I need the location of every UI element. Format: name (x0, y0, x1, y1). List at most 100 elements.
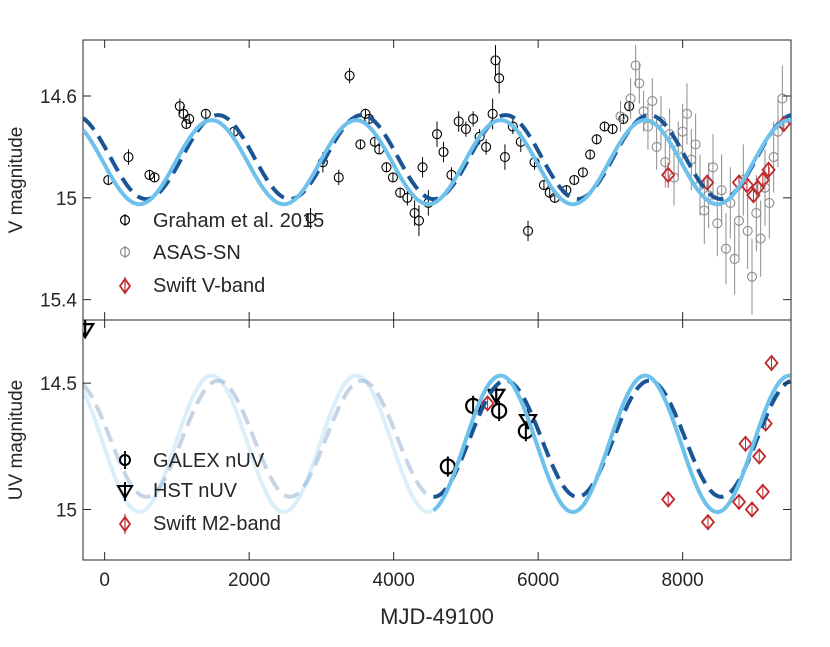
graham-et-al-2015-point (490, 55, 501, 66)
x-tick-label: 8000 (661, 570, 703, 591)
top-plot-area (82, 39, 792, 321)
graham-et-al-2015-point (624, 101, 635, 112)
swift-m2-band-point (731, 493, 747, 511)
top-clipped-group (83, 45, 791, 315)
graham-et-al-2015-point (305, 213, 316, 224)
asas-sn-point (625, 93, 636, 104)
asas-sn-point (764, 197, 775, 208)
graham-et-al-2015-point (468, 113, 479, 124)
asas-sn-point (777, 93, 788, 104)
asas-sn-point (720, 243, 732, 254)
swift-m2-band-point (752, 448, 767, 465)
swift-m2-band-point (764, 354, 779, 372)
top-ytick-label: 14.6 (40, 87, 77, 108)
graham-et-al-2015-point (569, 174, 580, 186)
graham-et-al-2015-point (577, 167, 588, 178)
legend-label-asassn: ASAS-SN (153, 242, 241, 264)
graham-et-al-2015-point (431, 129, 443, 140)
graham-et-al-2015-point (387, 172, 398, 183)
asas-sn-point (729, 253, 740, 264)
hst-nuv-point (83, 323, 96, 340)
hst-nuv-point (486, 388, 507, 405)
galex-nuv-point (491, 402, 508, 420)
asas-sn-point (655, 116, 667, 127)
bottom-panel: 14.5 15 0 2000 4000 6000 8000 UV magnitude MJD… (6, 319, 792, 629)
graham-et-al-2015-point (585, 149, 596, 160)
legend-label-swift-v: Swift V-band (153, 275, 265, 297)
legend-marker-galex (119, 451, 131, 469)
graham-et-al-2015-point (381, 162, 392, 173)
top-plot-content (83, 45, 791, 315)
graham-et-al-2015-point (413, 215, 424, 226)
legend-label-swift-m2: Swift M2-band (153, 513, 281, 535)
graham-et-al-2015-point (395, 187, 406, 198)
legend-marker-swift-m2 (118, 514, 132, 534)
bottom-model-solid (432, 373, 791, 514)
asas-sn-point (615, 111, 626, 122)
legend-label-galex: GALEX nUV (153, 450, 265, 472)
x-tick-label: 4000 (373, 570, 415, 591)
bottom-series-swift-m2-band (480, 354, 779, 531)
asas-sn-point (716, 185, 727, 196)
graham-et-al-2015-point (494, 73, 505, 84)
bottom-plot-content (83, 320, 791, 531)
graham-et-al-2015-point (200, 108, 211, 119)
graham-et-al-2015-point (618, 113, 629, 124)
top-ytick-label: 15 (56, 189, 77, 210)
legend-marker-hst (116, 482, 134, 501)
bottom-plot-area (82, 319, 792, 561)
asas-sn-point (690, 139, 701, 150)
x-axis-title: MJD-49100 (380, 604, 494, 629)
asas-sn-point (746, 271, 758, 282)
legend-marker-asassn (119, 246, 131, 258)
top-y-axis-title: V magnitude (6, 127, 27, 234)
graham-et-al-2015-point (149, 172, 160, 183)
bottom-model-solid-faded (83, 373, 434, 515)
swift-v-band-point (660, 166, 676, 184)
asas-sn-point (733, 215, 745, 226)
legend-marker-swift-v (118, 277, 132, 295)
swift-v-band-point (755, 171, 771, 189)
bottom-model-dashed-faded (83, 378, 434, 499)
asas-sn-point (634, 78, 645, 89)
graham-et-al-2015-point (607, 124, 618, 135)
graham-et-al-2015-point (460, 124, 471, 135)
graham-et-al-2015-point (181, 118, 192, 130)
bottom-model-dashed (433, 378, 791, 499)
top-y-axis: 14.6 15 15.4 (40, 40, 791, 320)
graham-et-al-2015-point (499, 152, 510, 163)
x-tick-label: 6000 (517, 570, 559, 591)
top-legend: Graham et al. 2015 ASAS-SN Swift V-band (118, 210, 324, 297)
graham-et-al-2015-point (178, 108, 189, 119)
legend-marker-graham (119, 214, 131, 226)
graham-et-al-2015-point (453, 116, 464, 127)
swift-m2-band-point (660, 490, 676, 508)
swift-m2-band-point (480, 394, 495, 412)
graham-et-al-2015-point (522, 225, 534, 236)
asas-sn-point (630, 60, 641, 71)
graham-et-al-2015-point (184, 113, 195, 124)
bottom-axes: 14.5 15 0 2000 4000 6000 8000 (40, 320, 791, 591)
graham-et-al-2015-point (333, 172, 344, 183)
bottom-legend: GALEX nUV HST nUV Swift M2-band (116, 450, 281, 535)
top-panel: 14.6 15 15.4 V magnitude Graham et al. 201… (6, 39, 792, 321)
bottom-y-axis-title: UV magnitude (6, 380, 27, 500)
graham-et-al-2015-point (144, 169, 155, 180)
asas-sn-point (647, 96, 658, 107)
bottom-clipped-group (83, 320, 791, 531)
swift-v-band-point (700, 174, 715, 191)
graham-et-al-2015-point (438, 146, 449, 158)
top-ytick-label: 15.4 (40, 291, 77, 312)
graham-et-al-2015-point (123, 152, 134, 163)
swift-v-band-point (761, 161, 776, 179)
graham-et-al-2015-point (591, 134, 602, 145)
swift-m2-band-point (744, 501, 760, 518)
graham-et-al-2015-point (417, 162, 428, 173)
graham-et-al-2015-point (487, 108, 498, 119)
bottom-ytick-label: 15 (56, 500, 77, 521)
asas-sn-point (660, 157, 671, 168)
swift-m2-band-point (738, 435, 753, 453)
graham-et-al-2015-point (481, 141, 492, 152)
bottom-ytick-label: 14.5 (40, 374, 77, 395)
